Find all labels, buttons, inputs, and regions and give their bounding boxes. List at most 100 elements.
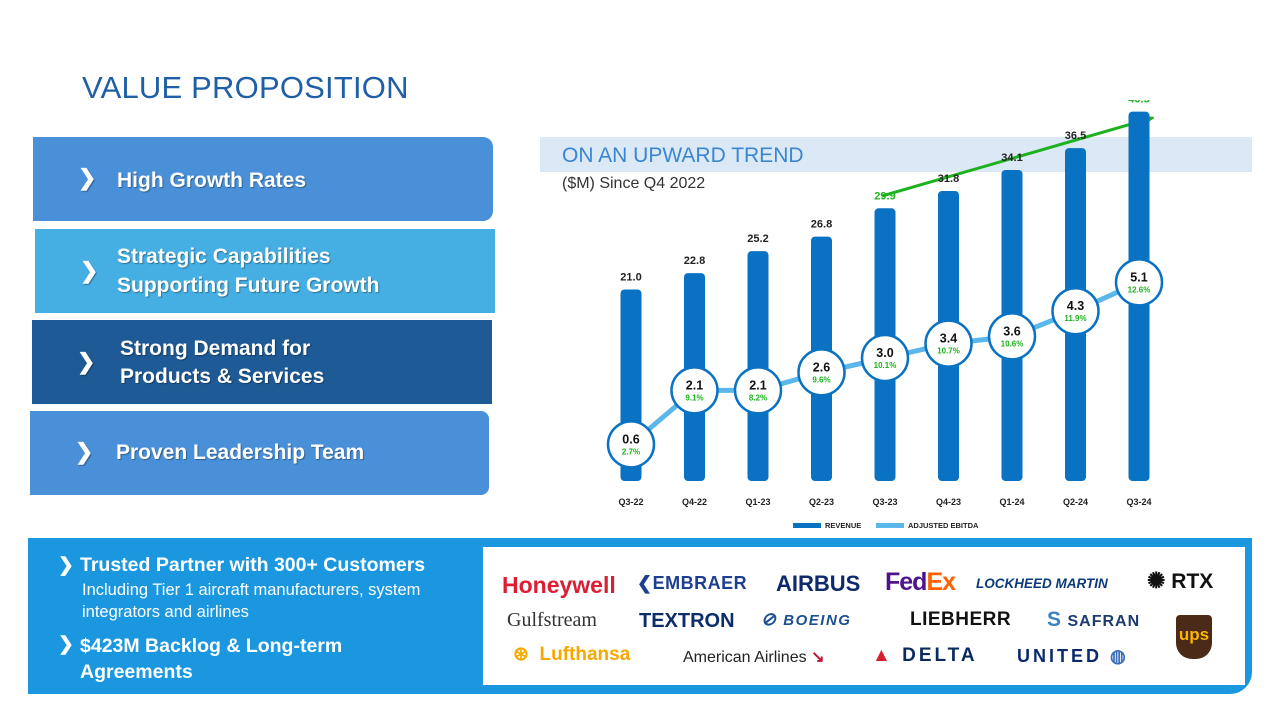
- logo-text: DELTA: [902, 645, 978, 666]
- x-tick-label: Q2-24: [1063, 497, 1088, 507]
- embraer-mark-icon: ❮: [637, 573, 653, 593]
- chart-title: ON AN UPWARD TREND: [562, 144, 804, 167]
- ebitda-value-label: 2.6: [813, 360, 830, 374]
- ebitda-marker: [860, 333, 910, 383]
- delta-widget-icon: ▲: [872, 645, 894, 666]
- logo-text: Lufthansa: [539, 644, 631, 665]
- revenue-ebitda-chart: 21.0 22.8 25.2 26.8 29.9 31.8 34.1 36.5 40.5 0.6…: [606, 100, 1164, 530]
- pillar-strong-demand[interactable]: ❯ Strong Demand for Products & Services: [32, 320, 492, 404]
- revenue-value-label: 21.0: [620, 271, 641, 283]
- revenue-value-label: 36.5: [1065, 130, 1086, 142]
- bullet-subtext: Including Tier 1 aircraft manufacturers,…: [82, 581, 421, 621]
- chevron-right-icon: ❯: [77, 349, 96, 374]
- pillar-label-line2: Products & Services: [120, 365, 325, 388]
- ebitda-margin-label: 9.6%: [812, 375, 830, 384]
- boeing-mark-icon: ⊘: [761, 609, 778, 629]
- lufthansa-crane-icon: ⊛: [513, 644, 529, 665]
- logo-text: UNITED: [1017, 646, 1102, 666]
- chevron-right-icon: ❯: [58, 555, 74, 576]
- pillar-leadership-team[interactable]: ❯ Proven Leadership Team: [30, 411, 489, 495]
- ebitda-value-label: 0.6: [622, 432, 639, 446]
- logo-lufthansa: ⊛ Lufthansa: [513, 643, 630, 666]
- revenue-value-label: 29.9: [874, 190, 895, 202]
- ebitda-value-label: 3.4: [940, 332, 957, 346]
- ebitda-value-label: 3.0: [876, 346, 893, 360]
- x-tick-label: Q1-24: [999, 497, 1024, 507]
- revenue-value-label: 34.1: [1001, 152, 1022, 164]
- logo-ups: ups: [1176, 615, 1212, 659]
- revenue-value-label: 40.5: [1128, 100, 1149, 106]
- logo-american-airlines: American Airlines ↘: [683, 647, 824, 667]
- ebitda-margin-label: 10.6%: [1001, 339, 1024, 348]
- logo-text: American Airlines: [683, 649, 807, 666]
- chevron-right-icon: ❯: [58, 634, 74, 655]
- ebitda-margin-label: 2.7%: [622, 447, 640, 456]
- ebitda-marker: [797, 348, 846, 397]
- x-tick-label: Q3-22: [618, 497, 643, 507]
- chevron-right-icon: ❯: [80, 258, 99, 283]
- ebitda-margin-label: 8.2%: [749, 393, 767, 402]
- pillar-label-line1: Strong Demand for: [120, 337, 311, 360]
- ebitda-marker: [987, 312, 1037, 361]
- ebitda-margin-label: 12.6%: [1128, 285, 1151, 294]
- logo-rtx: ✺ RTX: [1147, 568, 1213, 594]
- x-tick-label: Q4-22: [682, 497, 707, 507]
- pillar-label-line1: Strategic Capabilities: [117, 245, 331, 268]
- ebitda-marker: [924, 319, 973, 368]
- page-title: VALUE PROPOSITION: [82, 70, 409, 105]
- ebitda-marker: [606, 420, 656, 469]
- safran-mark-icon: S: [1047, 608, 1063, 631]
- ebitda-value-label: 3.6: [1003, 324, 1020, 338]
- ebitda-margin-label: 10.7%: [937, 347, 960, 356]
- bullet-heading: Trusted Partner with 300+ Customers: [80, 554, 426, 576]
- logo-airbus: AIRBUS: [776, 571, 861, 596]
- ebitda-value-label: 5.1: [1130, 270, 1147, 284]
- pillar-label: Proven Leadership Team: [116, 441, 365, 464]
- logo-safran: S SAFRAN: [1047, 608, 1140, 632]
- x-tick-label: Q3-23: [872, 497, 897, 507]
- ebitda-value-label: 2.1: [749, 378, 766, 392]
- x-tick-label: Q2-23: [809, 497, 834, 507]
- pillar-label-line2: Supporting Future Growth: [117, 274, 380, 297]
- revenue-value-label: 25.2: [747, 233, 768, 245]
- x-tick-label: Q4-23: [936, 497, 961, 507]
- ebitda-value-label: 2.1: [686, 378, 703, 392]
- logo-honeywell: Honeywell: [502, 572, 616, 598]
- pillar-label: High Growth Rates: [117, 169, 307, 192]
- bullet-heading: $423M Backlog & Long-term Agreements: [80, 635, 343, 683]
- logo-text: RTX: [1171, 570, 1214, 593]
- logo-delta: ▲ DELTA: [872, 645, 978, 667]
- chevron-right-icon: ❯: [75, 439, 94, 464]
- logo-textron: TEXTRON: [639, 610, 735, 632]
- american-airlines-mark-icon: ↘: [811, 649, 825, 666]
- logo-fedex: FedEx: [885, 568, 956, 596]
- customer-logos-panel: Honeywell ❮EMBRAER AIRBUS FedEx LOCKHEED…: [483, 547, 1245, 685]
- ebitda-margin-label: 11.9%: [1064, 314, 1086, 323]
- pillar-high-growth[interactable]: ❯ High Growth Rates: [33, 137, 493, 221]
- ebitda-marker: [733, 366, 783, 415]
- pillar-strategic-capabilities[interactable]: ❯ Strategic Capabilities Supporting Futu…: [35, 229, 495, 313]
- ebitda-marker: [1051, 286, 1100, 336]
- legend-swatch-revenue: [793, 523, 821, 528]
- ebitda-margin-label: 10.1%: [874, 361, 897, 370]
- ebitda-marker: [670, 366, 719, 415]
- logo-embraer: ❮EMBRAER: [637, 573, 747, 594]
- logo-text: ups: [1178, 625, 1210, 644]
- chevron-right-icon: ❯: [78, 165, 97, 190]
- x-tick-label: Q3-24: [1126, 497, 1151, 507]
- x-tick-label: Q1-23: [745, 497, 770, 507]
- ebitda-marker: [1114, 258, 1164, 307]
- ebitda-value-label: 4.3: [1067, 299, 1084, 313]
- revenue-value-label: 26.8: [811, 219, 832, 231]
- logo-text: EMBRAER: [652, 573, 748, 593]
- legend-swatch-ebitda: [876, 523, 904, 528]
- logo-gulfstream: Gulfstream: [507, 609, 597, 631]
- logo-lockheed-martin: LOCKHEED MARTIN: [976, 576, 1108, 591]
- logo-text: SAFRAN: [1067, 613, 1141, 630]
- logo-text: BOEING: [783, 612, 852, 629]
- united-globe-icon: ◍: [1110, 646, 1129, 666]
- logo-liebherr: LIEBHERR: [910, 609, 1012, 630]
- logo-united: UNITED ◍: [1017, 646, 1129, 667]
- rtx-mark-icon: ✺: [1147, 568, 1166, 593]
- ebitda-margin-label: 9.1%: [685, 393, 703, 402]
